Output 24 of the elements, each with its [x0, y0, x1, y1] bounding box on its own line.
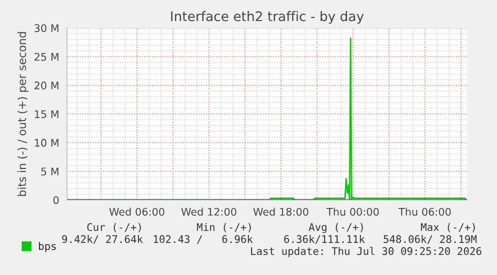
y-axis-title: bits in (-) / out (+) per second	[18, 32, 28, 196]
text: 548.06k/ 28.19M	[384, 234, 477, 244]
x-tick-label: Thu 06:00	[398, 208, 451, 216]
y-tick-label: 15 M	[34, 110, 58, 118]
text: 6.36k/111.11k	[284, 234, 365, 244]
y-tick-label: 20 M	[34, 82, 58, 90]
y-tick-label: 25 M	[34, 52, 58, 61]
y-tick-label: 0	[53, 196, 59, 204]
y-tick-label: 5 M	[41, 168, 58, 176]
y-tick-label: 10 M	[34, 138, 58, 147]
x-tick-label: Wed 18:00	[253, 208, 308, 216]
x-tick-label: Wed 06:00	[109, 208, 164, 216]
text: Last update: Thu Jul 30 09:25:20 2026	[251, 246, 482, 258]
text: Avg (-/+)	[308, 222, 363, 234]
text: 9.42k/ 27.64k	[62, 234, 143, 244]
text: 102.43 / 6.96k	[154, 234, 253, 244]
chart-title: Interface eth2 traffic - by day	[171, 11, 364, 24]
text: Min (-/+)	[196, 222, 251, 232]
x-tick-label: Wed 12:00	[181, 208, 236, 216]
y-tick-label: 30 M	[34, 24, 58, 32]
x-tick-label: Thu 00:00	[326, 208, 379, 216]
text: Max (-/+)	[420, 223, 475, 232]
text: Cur (-/+)	[87, 223, 141, 232]
legend-label: bps	[39, 242, 56, 252]
